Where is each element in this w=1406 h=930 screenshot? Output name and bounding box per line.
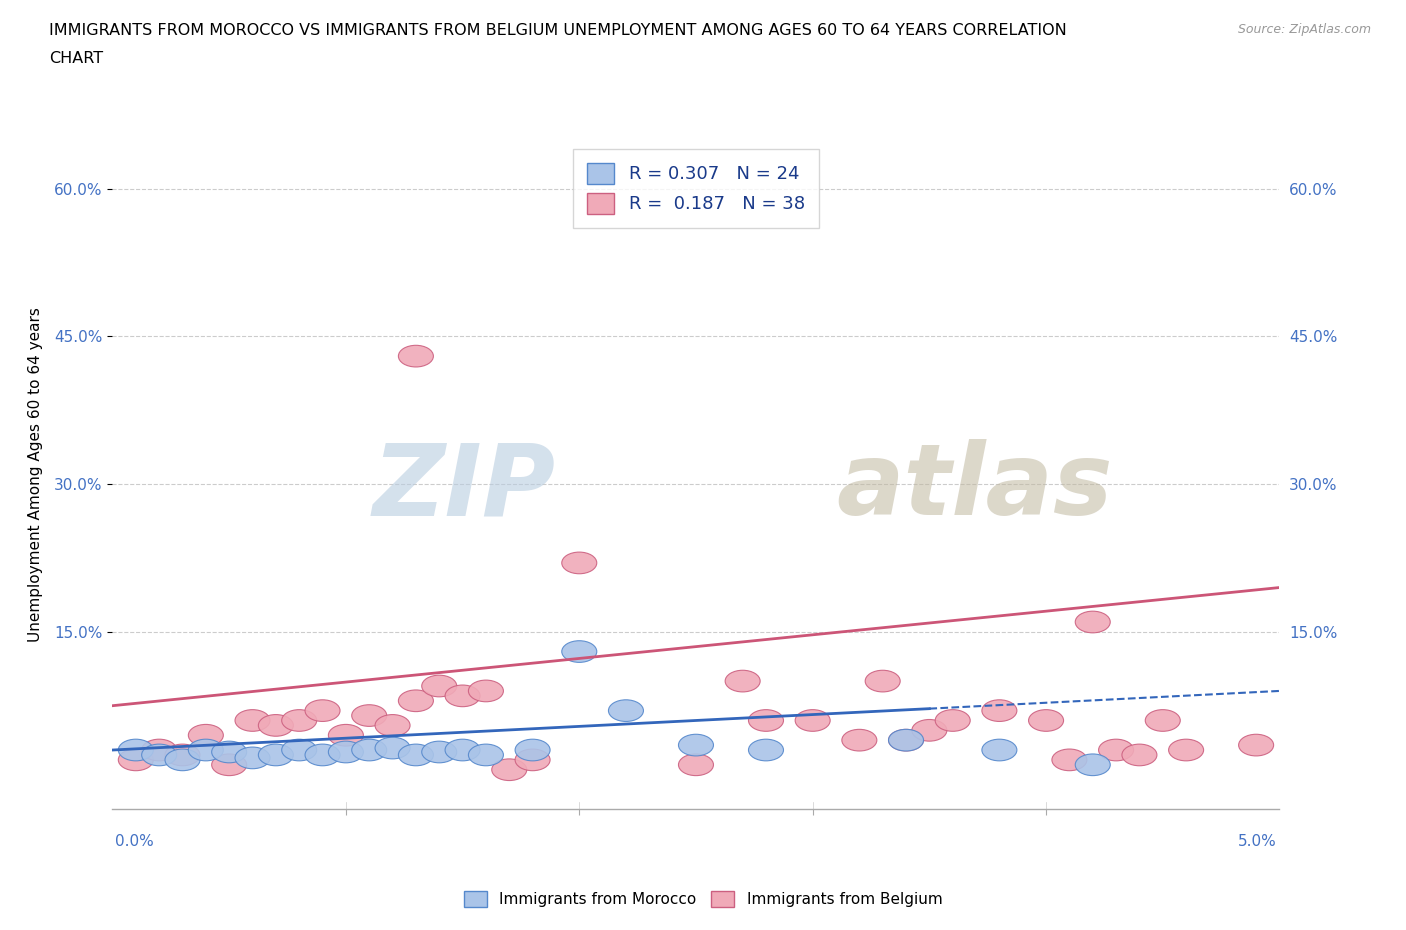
Ellipse shape [212,741,246,763]
Ellipse shape [889,729,924,751]
Ellipse shape [865,671,900,692]
Ellipse shape [398,345,433,367]
Ellipse shape [679,735,713,756]
Ellipse shape [935,710,970,731]
Ellipse shape [352,739,387,761]
Ellipse shape [1098,739,1133,761]
Ellipse shape [1076,754,1111,776]
Ellipse shape [398,690,433,711]
Ellipse shape [562,552,596,574]
Ellipse shape [142,739,177,761]
Ellipse shape [981,699,1017,722]
Ellipse shape [748,739,783,761]
Ellipse shape [842,729,877,751]
Legend: Immigrants from Morocco, Immigrants from Belgium: Immigrants from Morocco, Immigrants from… [457,884,949,913]
Ellipse shape [748,710,783,731]
Text: 5.0%: 5.0% [1237,834,1277,849]
Ellipse shape [1076,611,1111,632]
Ellipse shape [375,737,411,759]
Ellipse shape [981,739,1017,761]
Ellipse shape [515,749,550,771]
Text: 0.0%: 0.0% [115,834,155,849]
Text: IMMIGRANTS FROM MOROCCO VS IMMIGRANTS FROM BELGIUM UNEMPLOYMENT AMONG AGES 60 TO: IMMIGRANTS FROM MOROCCO VS IMMIGRANTS FR… [49,23,1067,38]
Ellipse shape [562,641,596,662]
Ellipse shape [259,714,294,737]
Ellipse shape [1239,735,1274,756]
Ellipse shape [422,741,457,763]
Ellipse shape [188,739,224,761]
Text: ZIP: ZIP [373,439,555,537]
Ellipse shape [281,739,316,761]
Ellipse shape [235,747,270,769]
Ellipse shape [609,699,644,722]
Ellipse shape [422,675,457,697]
Ellipse shape [375,714,411,737]
Ellipse shape [305,744,340,765]
Ellipse shape [1168,739,1204,761]
Text: atlas: atlas [837,439,1112,537]
Ellipse shape [398,744,433,765]
Ellipse shape [259,744,294,765]
Ellipse shape [305,699,340,722]
Text: CHART: CHART [49,51,103,66]
Ellipse shape [1052,749,1087,771]
Legend: R = 0.307   N = 24, R =  0.187   N = 38: R = 0.307 N = 24, R = 0.187 N = 38 [572,149,820,228]
Ellipse shape [1122,744,1157,765]
Ellipse shape [118,739,153,761]
Ellipse shape [492,759,527,780]
Ellipse shape [212,754,246,776]
Ellipse shape [725,671,761,692]
Ellipse shape [235,710,270,731]
Ellipse shape [468,744,503,765]
Y-axis label: Unemployment Among Ages 60 to 64 years: Unemployment Among Ages 60 to 64 years [28,307,44,642]
Ellipse shape [679,754,713,776]
Ellipse shape [118,749,153,771]
Ellipse shape [796,710,830,731]
Ellipse shape [468,680,503,702]
Ellipse shape [188,724,224,746]
Ellipse shape [281,710,316,731]
Ellipse shape [446,739,479,761]
Text: Source: ZipAtlas.com: Source: ZipAtlas.com [1237,23,1371,36]
Ellipse shape [165,744,200,765]
Ellipse shape [515,739,550,761]
Ellipse shape [352,705,387,726]
Ellipse shape [329,724,363,746]
Ellipse shape [889,729,924,751]
Ellipse shape [1029,710,1063,731]
Ellipse shape [329,741,363,763]
Ellipse shape [1146,710,1180,731]
Ellipse shape [912,720,946,741]
Ellipse shape [446,685,479,707]
Ellipse shape [165,749,200,771]
Ellipse shape [142,744,177,765]
